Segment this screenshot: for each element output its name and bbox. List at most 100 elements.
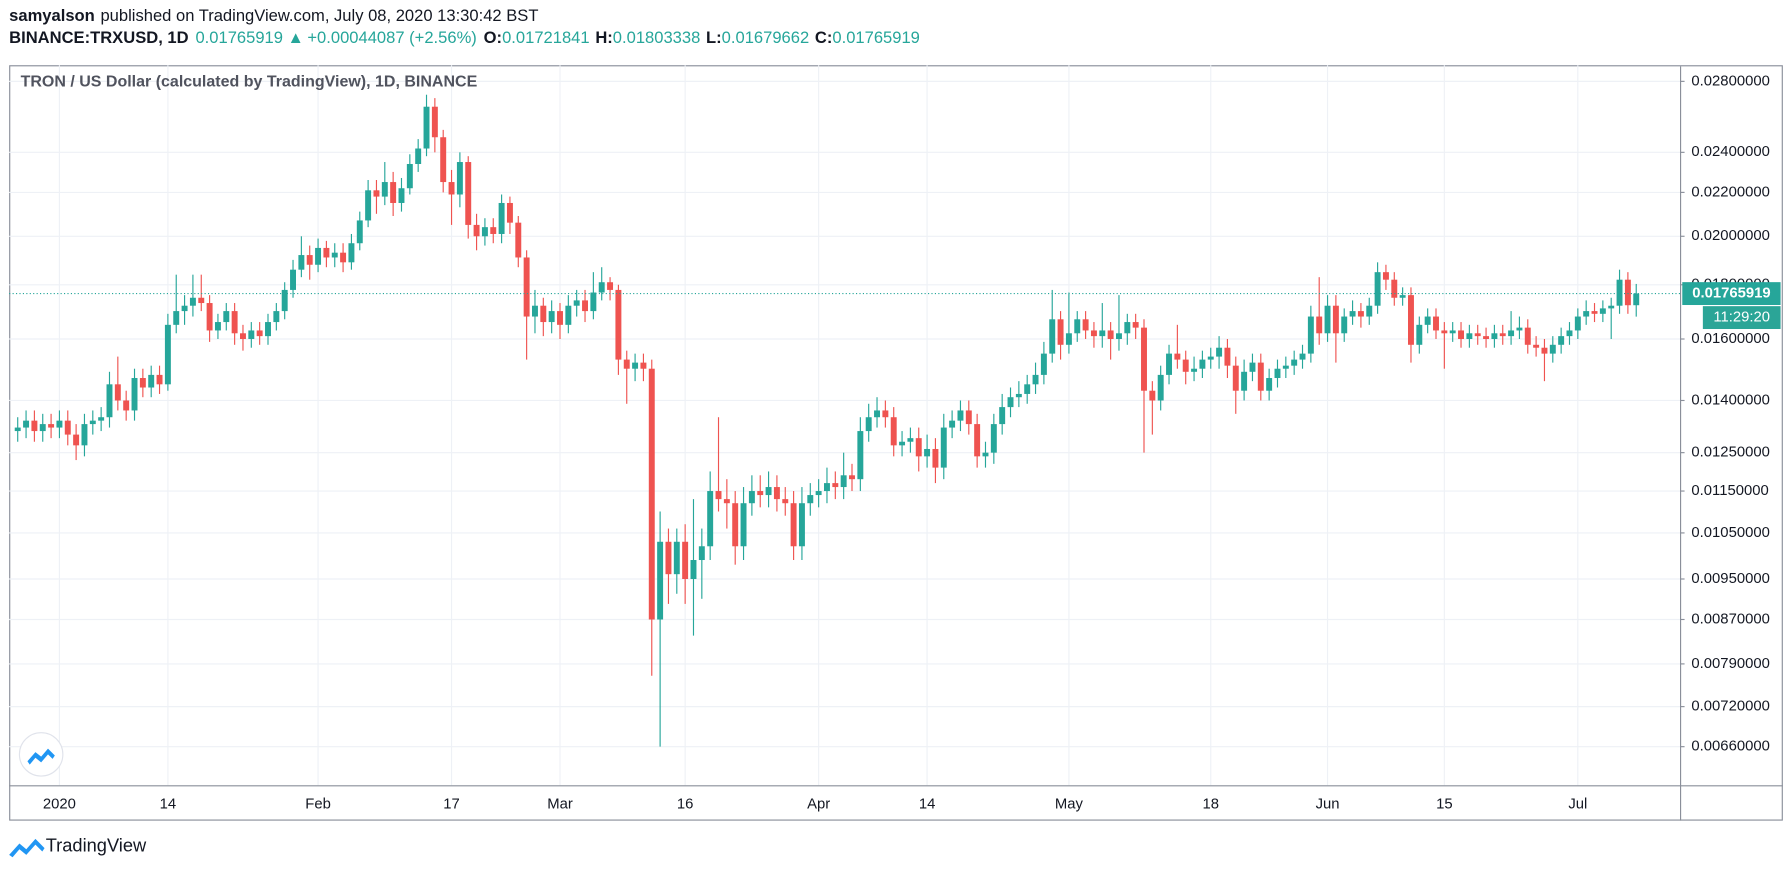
candle-body [89, 420, 96, 425]
candle-body [690, 560, 697, 579]
ohlc-value: 0.01721841 [502, 28, 590, 47]
candle-body [1032, 374, 1039, 385]
candle-body [1007, 397, 1014, 408]
candle-body [423, 106, 430, 149]
y-tick-label: 0.01400000 [1691, 392, 1769, 408]
candle-body [1307, 316, 1314, 354]
candle-body [1499, 333, 1506, 337]
candle-body [231, 311, 238, 334]
candle-body [790, 503, 797, 547]
candle-body [1624, 279, 1631, 306]
price-tag [1682, 282, 1781, 306]
candle-body [532, 305, 538, 317]
candle-body [1199, 359, 1206, 369]
y-tick-label: 0.01250000 [1691, 445, 1769, 461]
candle-body [181, 305, 188, 312]
y-tick-label: 0.01150000 [1691, 483, 1768, 499]
candle-body [1249, 362, 1256, 372]
candle-body [1424, 316, 1431, 325]
candle-body [240, 333, 246, 340]
candle-body [1466, 333, 1473, 340]
candle-body [323, 247, 330, 258]
candle-body [1049, 319, 1056, 354]
candle-body [1282, 365, 1289, 369]
candle-body [1366, 305, 1373, 317]
candle-body [715, 491, 722, 500]
candle-body [1332, 305, 1339, 334]
candle-body [273, 311, 280, 323]
candle-body [73, 434, 80, 446]
candle-body [1574, 316, 1581, 331]
chart-title: TRON / US Dollar (calculated by TradingV… [21, 74, 478, 91]
candle-body [1040, 353, 1047, 375]
x-tick-label: Mar [547, 797, 573, 813]
candle-body [540, 305, 547, 323]
candle-body [398, 188, 405, 203]
candle-body [940, 427, 947, 468]
candle-body [548, 311, 555, 323]
candle-body [1090, 330, 1097, 337]
y-tick-label: 0.00870000 [1691, 611, 1769, 627]
candle-body [1257, 362, 1264, 391]
candle-body [1474, 333, 1481, 337]
candle-body [1558, 336, 1565, 345]
candle-body [965, 410, 972, 425]
candle-body [949, 420, 956, 428]
candle-body [340, 252, 347, 263]
candle-body [1099, 330, 1106, 337]
candle-body [1608, 305, 1615, 309]
candle-body [782, 499, 789, 504]
candle-body [1391, 279, 1398, 298]
candle-body [139, 378, 146, 388]
x-tick-label: 18 [1202, 797, 1219, 813]
candle-body [1182, 359, 1189, 372]
candle-body [1449, 330, 1456, 334]
ohlc-label: C: [815, 28, 832, 47]
price-tag-label: 0.01765919 [1692, 286, 1770, 302]
candle-body [573, 300, 580, 306]
candle-body [506, 202, 513, 223]
candle-body [849, 475, 855, 480]
candle-body [1633, 293, 1640, 306]
x-tick-label: Apr [807, 797, 830, 813]
candle-body [1116, 333, 1122, 340]
y-tick-label: 0.00950000 [1691, 571, 1769, 587]
brand-logo: TradingView [9, 835, 147, 858]
candle-body [565, 305, 572, 325]
y-tick-label: 0.01050000 [1691, 525, 1769, 541]
candle-body [932, 448, 939, 468]
candle-body [1483, 336, 1490, 340]
x-tick-label: Feb [305, 797, 331, 813]
candle-body [1399, 295, 1406, 298]
candle-body [1566, 330, 1573, 337]
candle-body [1341, 316, 1348, 334]
y-tick-label: 0.01600000 [1691, 331, 1769, 347]
candle-body [473, 224, 480, 237]
y-tick-label: 0.02400000 [1691, 144, 1769, 160]
candle-body [665, 541, 672, 575]
candle-body [1591, 311, 1598, 314]
candle-body [56, 420, 63, 428]
candle-body [1458, 330, 1464, 340]
candle-body [298, 255, 305, 270]
candle-body [415, 148, 422, 164]
candle-body [156, 374, 163, 385]
candle-body [1074, 319, 1081, 334]
ohlc-label: L: [706, 28, 722, 47]
candle-body [974, 424, 981, 457]
candle-body [106, 384, 113, 418]
x-tick-label: 14 [160, 797, 177, 813]
candle-body [1166, 353, 1172, 375]
candle-body [481, 227, 488, 237]
candle-body [990, 424, 997, 453]
x-tick-label: 16 [677, 797, 694, 813]
candle-body [1316, 316, 1323, 334]
candle-body [648, 368, 655, 620]
publish-line: samyalson published on TradingView.com, J… [9, 7, 538, 26]
candle-body [1524, 327, 1531, 345]
ohlc-value: 0.01679662 [722, 28, 810, 47]
candle-body [1433, 316, 1439, 331]
candle-body [840, 475, 847, 488]
candle-body [406, 163, 413, 189]
